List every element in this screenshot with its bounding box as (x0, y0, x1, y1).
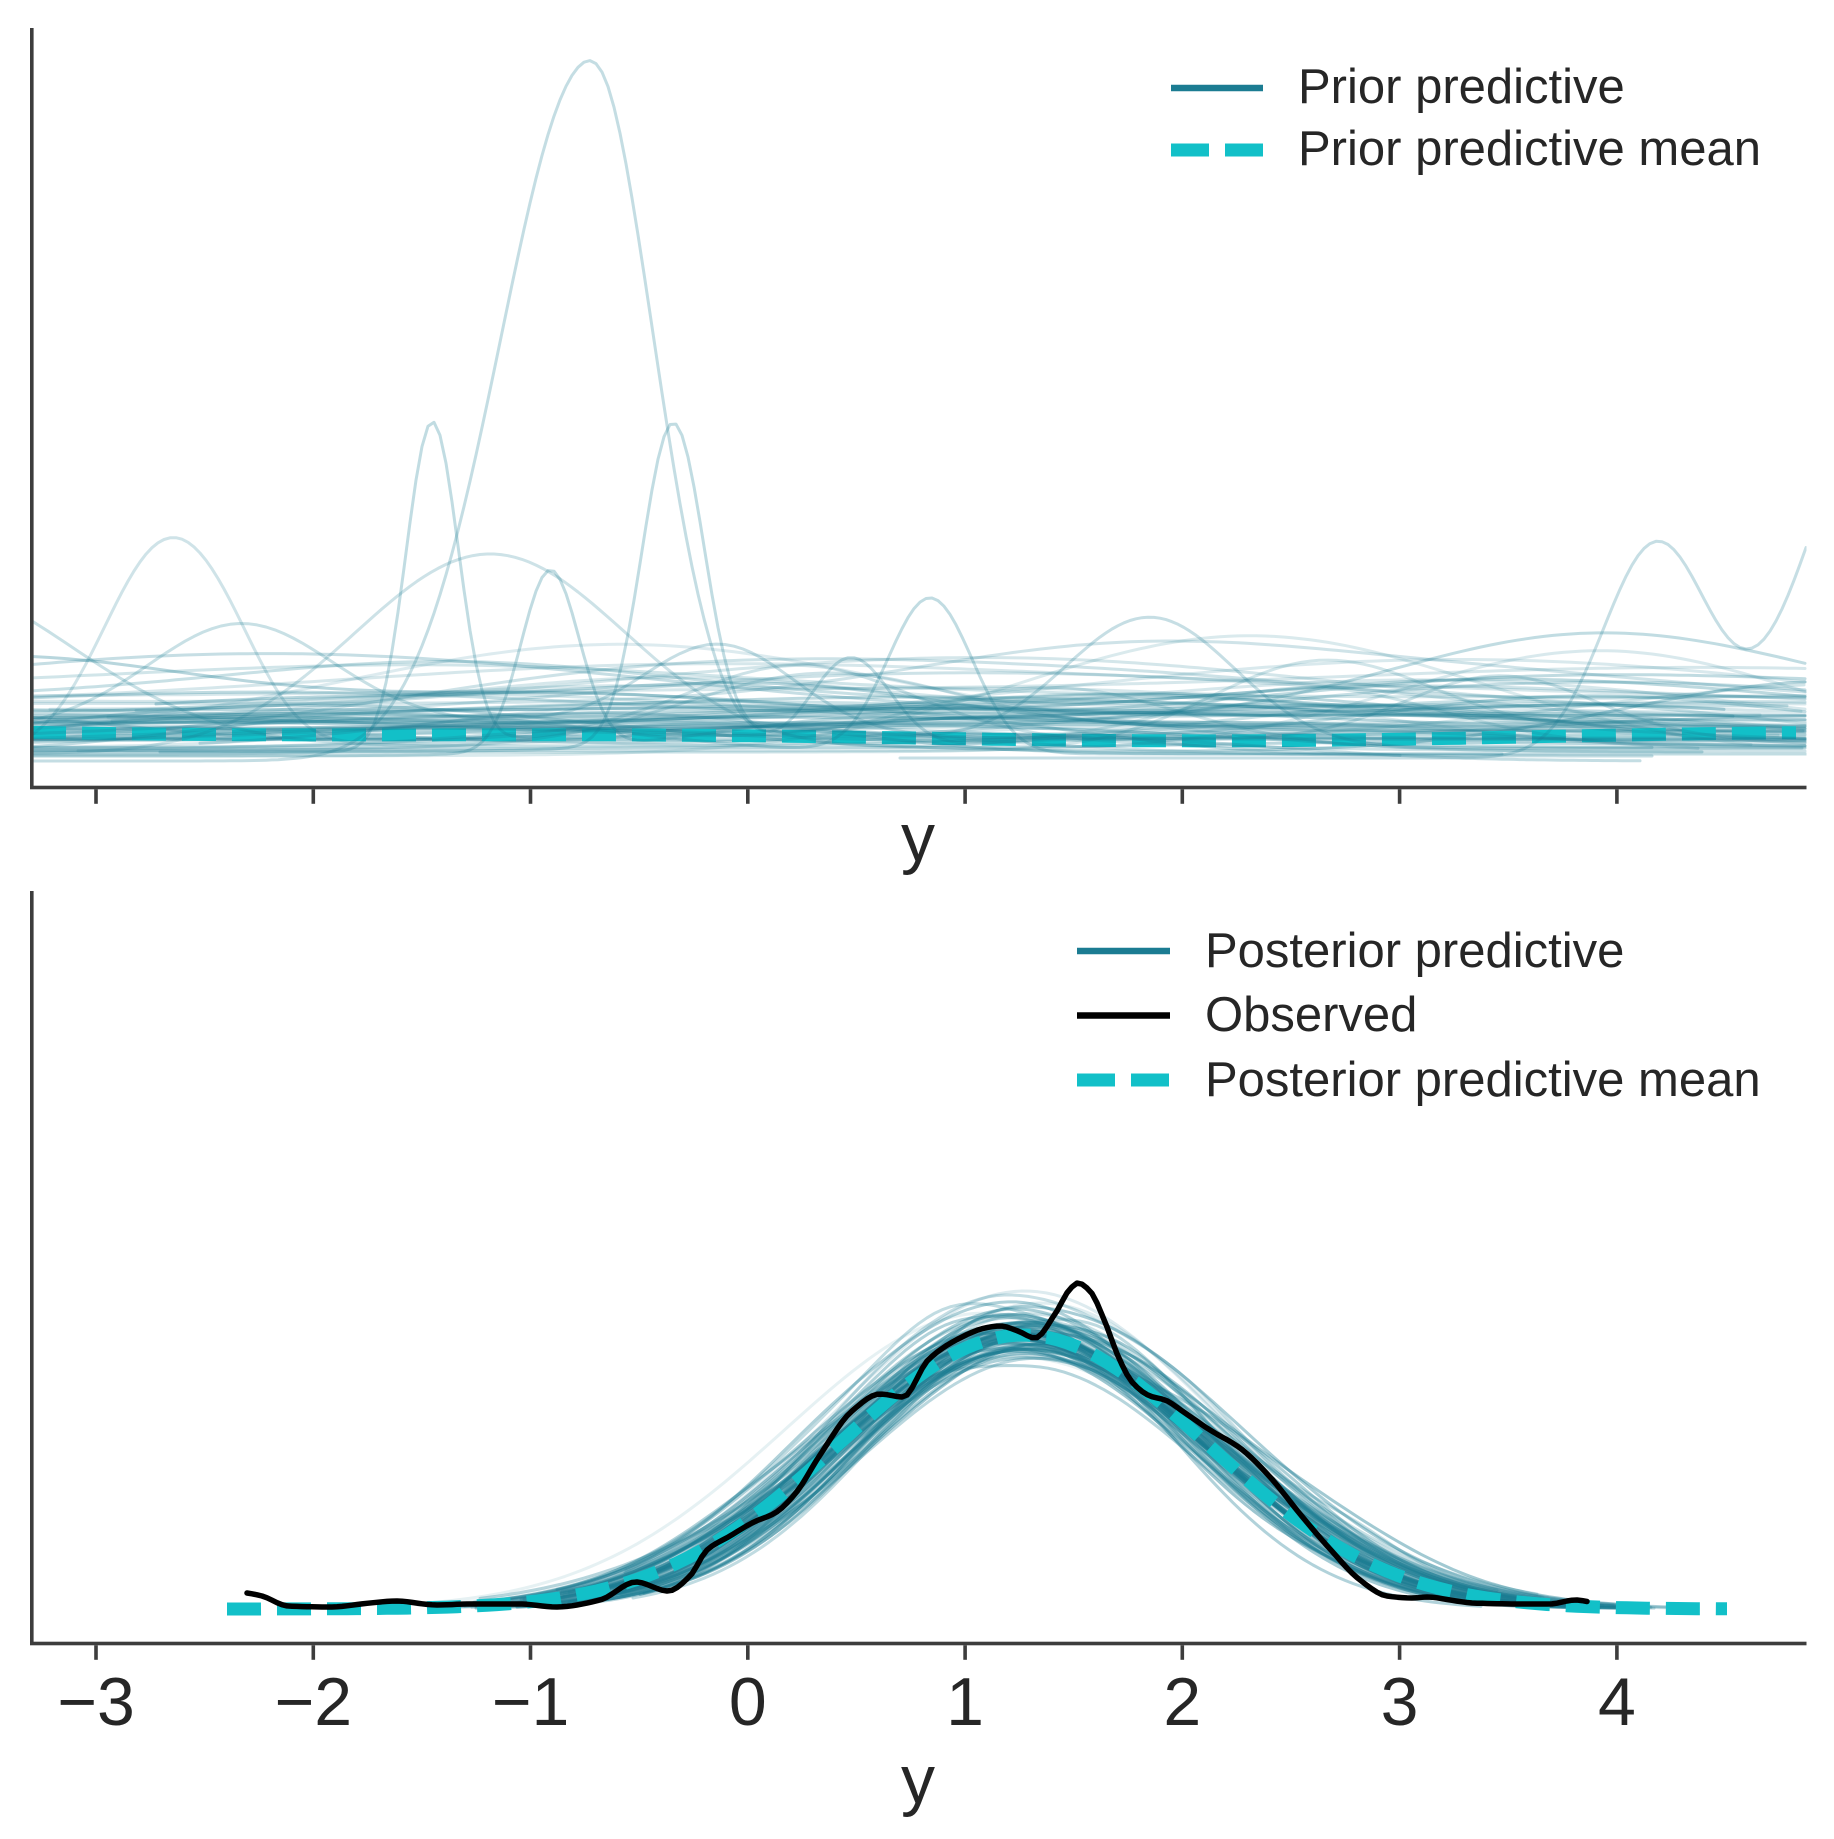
svg-text:Prior predictive mean: Prior predictive mean (1298, 122, 1761, 176)
svg-text:3: 3 (1381, 1664, 1419, 1740)
svg-text:y: y (901, 1742, 935, 1818)
svg-text:Observed: Observed (1205, 988, 1417, 1042)
svg-text:2: 2 (1163, 1664, 1201, 1740)
svg-text:Posterior predictive mean: Posterior predictive mean (1205, 1053, 1761, 1107)
svg-text:Posterior predictive: Posterior predictive (1205, 924, 1624, 978)
svg-text:0: 0 (729, 1664, 767, 1740)
svg-text:1: 1 (946, 1664, 984, 1740)
svg-text:−2: −2 (275, 1664, 353, 1740)
svg-text:y: y (901, 800, 935, 876)
svg-text:4: 4 (1598, 1664, 1636, 1740)
svg-text:−1: −1 (492, 1664, 570, 1740)
svg-text:−3: −3 (57, 1664, 135, 1740)
svg-text:Prior predictive: Prior predictive (1298, 60, 1625, 114)
